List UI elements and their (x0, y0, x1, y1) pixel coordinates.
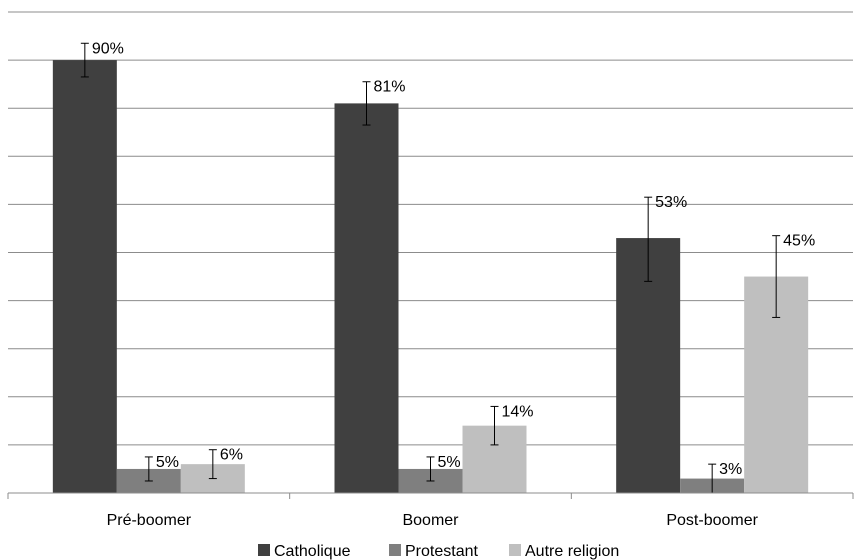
data-label: 14% (502, 403, 534, 420)
bar (334, 103, 399, 493)
legend-swatch (258, 544, 270, 556)
gridlines (8, 11, 853, 446)
error-bars (80, 42, 781, 494)
x-tick-label: Boomer (402, 512, 459, 529)
x-axis: Pré-boomer Boomer Post-boomer (7, 492, 854, 529)
data-label: 81% (374, 79, 406, 96)
legend-label: Catholique (274, 543, 351, 560)
data-label: 3% (719, 461, 742, 478)
x-tick-label: Pré-boomer (107, 512, 192, 529)
data-label: 6% (220, 447, 243, 464)
data-label: 90% (92, 40, 124, 57)
data-labels: 90% 5% 6% 81% 5% 14% 53% 3% 45% (92, 40, 815, 478)
data-label: 5% (438, 454, 461, 471)
data-label: 53% (655, 194, 687, 211)
x-tick-label: Post-boomer (666, 512, 758, 529)
bar (52, 60, 117, 493)
legend-label: Protestant (405, 543, 478, 560)
data-label: 5% (156, 454, 179, 471)
legend: Catholique Protestant Autre religion (258, 543, 619, 560)
legend-swatch (389, 544, 401, 556)
bars (52, 60, 809, 493)
legend-swatch (509, 544, 521, 556)
legend-label: Autre religion (525, 543, 619, 560)
data-label: 45% (783, 233, 815, 250)
